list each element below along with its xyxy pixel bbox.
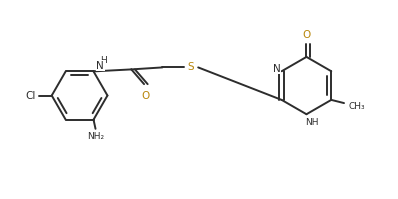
Text: Cl: Cl [25, 91, 35, 100]
Text: N: N [273, 64, 281, 74]
Text: NH: NH [305, 118, 319, 127]
Text: O: O [302, 30, 310, 40]
Text: N: N [96, 61, 104, 71]
Text: CH₃: CH₃ [348, 102, 365, 111]
Text: H: H [100, 56, 107, 65]
Text: O: O [141, 91, 149, 101]
Text: NH₂: NH₂ [87, 132, 104, 141]
Text: S: S [188, 62, 194, 72]
